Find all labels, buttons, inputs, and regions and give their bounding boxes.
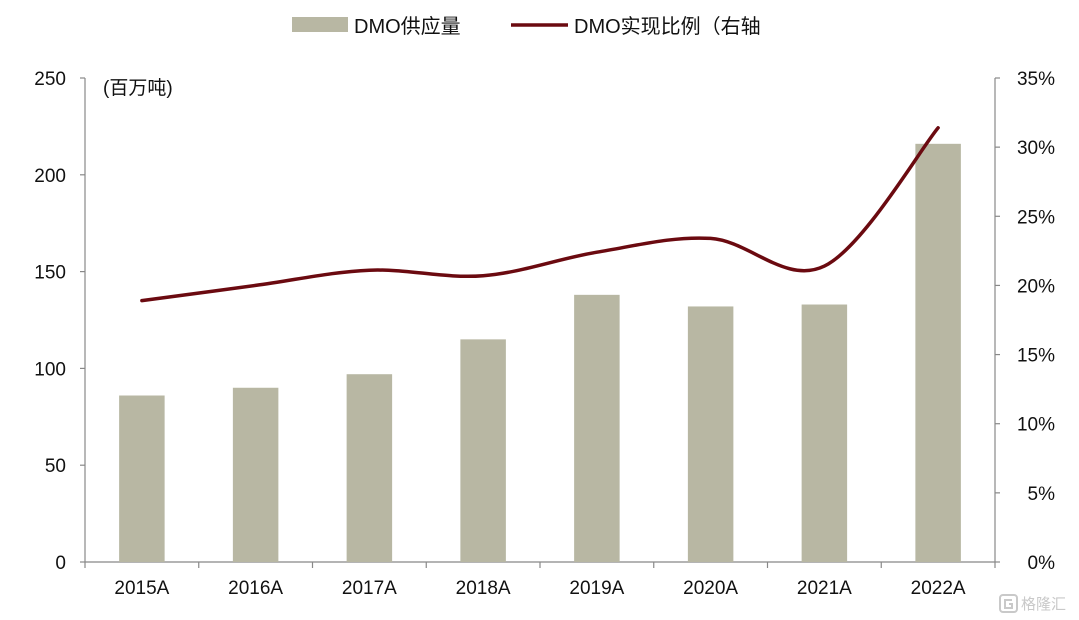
- legend: DMO供应量 DMO实现比例（右轴: [292, 15, 761, 38]
- x-tick-label: 2017A: [342, 578, 397, 599]
- bar: [687, 306, 734, 562]
- left-axis-ticks: 0 50 100 150 200 250: [34, 69, 85, 574]
- bar: [346, 374, 393, 562]
- right-tick-label: 10%: [1017, 415, 1055, 436]
- right-tick-label: 30%: [1017, 138, 1055, 159]
- watermark: 格隆汇: [999, 594, 1066, 613]
- bar: [460, 339, 506, 562]
- bar: [801, 304, 848, 562]
- left-tick-label: 0: [55, 553, 66, 574]
- left-axis-unit: (百万吨): [103, 77, 173, 99]
- bar: [574, 294, 620, 562]
- x-tick-label: 2021A: [797, 578, 852, 599]
- legend-label-bar: DMO供应量: [354, 15, 461, 38]
- right-tick-label: 25%: [1017, 207, 1055, 228]
- x-axis-ticks: 2015A 2016A 2017A 2018A 2019A 2020A 2021A 2022A: [84, 562, 996, 599]
- bar: [915, 143, 961, 562]
- legend-swatch-bar: [292, 17, 348, 32]
- left-tick-label: 50: [45, 456, 66, 477]
- left-tick-label: 200: [34, 166, 66, 187]
- x-tick-label: 2016A: [228, 578, 283, 599]
- legend-label-line: DMO实现比例（右轴: [574, 15, 761, 38]
- left-tick-label: 250: [34, 69, 66, 90]
- watermark-text: 格隆汇: [1021, 595, 1066, 613]
- right-tick-label: 5%: [1028, 484, 1056, 505]
- right-tick-label: 15%: [1017, 346, 1055, 367]
- gelonghui-logo-icon: [999, 594, 1018, 613]
- bar-series: [119, 143, 961, 562]
- x-tick-label: 2020A: [683, 578, 738, 599]
- left-tick-label: 150: [34, 263, 66, 284]
- series-line: [140, 126, 940, 303]
- x-tick-label: 2019A: [569, 578, 624, 599]
- left-tick-label: 100: [34, 359, 66, 380]
- x-tick-label: 2022A: [911, 578, 966, 599]
- right-tick-label: 0%: [1028, 553, 1056, 574]
- line-series: [140, 126, 940, 303]
- bar: [119, 395, 165, 562]
- right-tick-label: 20%: [1017, 276, 1055, 297]
- right-tick-label: 35%: [1017, 69, 1055, 90]
- bar: [232, 387, 279, 562]
- x-tick-label: 2018A: [456, 578, 511, 599]
- right-axis-ticks: 0% 5% 10% 15% 20% 25% 30% 35%: [995, 69, 1055, 574]
- x-tick-label: 2015A: [114, 578, 169, 599]
